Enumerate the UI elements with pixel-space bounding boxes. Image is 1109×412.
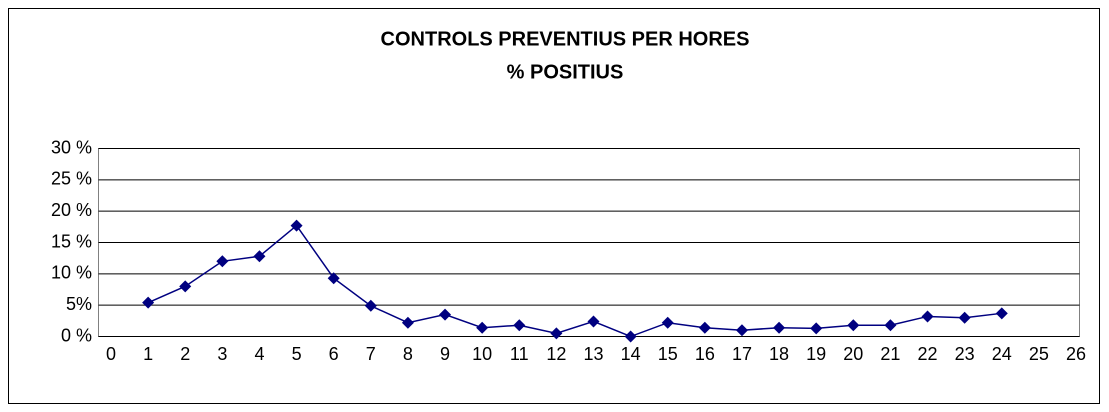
chart-title: CONTROLS PREVENTIUS PER HORES [381,28,750,50]
x-tick-label: 21 [880,344,900,364]
point-marker [661,316,674,329]
x-tick-label: 25 [1029,344,1049,364]
point-marker [810,322,823,335]
x-tick-label: 4 [254,344,264,364]
x-tick-label: 20 [843,344,863,364]
x-tick-label: 19 [806,344,826,364]
point-marker [142,296,155,309]
x-tick-label: 13 [583,344,603,364]
point-marker [773,321,786,334]
point-marker [179,280,192,293]
x-tick-label: 9 [440,344,450,364]
y-tick-label: 30 % [51,137,92,157]
x-tick-label: 22 [918,344,938,364]
x-tick-label: 10 [472,344,492,364]
point-marker [550,327,563,340]
x-tick-label: 12 [546,344,566,364]
x-tick-label: 3 [217,344,227,364]
point-marker [847,319,860,332]
x-tick-label: 23 [955,344,975,364]
point-marker [735,324,748,337]
x-tick-label: 18 [769,344,789,364]
x-tick-label: 15 [658,344,678,364]
x-tick-label: 1 [143,344,153,364]
x-tick-label: 24 [992,344,1012,364]
x-tick-label: 16 [695,344,715,364]
y-tick-label: 5% [66,294,92,314]
y-tick-label: 0 % [61,325,92,345]
x-tick-label: 17 [732,344,752,364]
x-tick-label: 11 [510,344,529,364]
y-tick-label: 10 % [51,263,92,283]
point-marker [921,310,934,323]
point-marker [958,311,971,324]
x-tick-label: 14 [621,344,641,364]
y-tick-label: 15 % [51,231,92,251]
point-marker [587,315,600,328]
point-marker [884,319,897,332]
point-marker [253,250,266,263]
x-tick-label: 0 [106,344,116,364]
point-marker [995,307,1008,320]
point-marker [698,321,711,334]
x-tick-label: 6 [329,344,339,364]
point-marker [216,255,229,268]
y-tick-label: 20 % [51,200,92,220]
point-marker [513,319,526,332]
chart-subtitle: % POSITIUS [507,61,624,83]
x-tick-label: 2 [180,344,190,364]
point-marker [476,321,489,334]
x-tick-label: 5 [292,344,302,364]
point-marker [439,308,452,321]
point-marker [327,272,340,285]
series-line [147,224,1002,338]
x-tick-label: 26 [1066,344,1086,364]
x-tick-label: 8 [403,344,413,364]
point-marker [624,330,637,343]
point-marker [290,219,303,232]
point-marker [401,316,414,329]
point-marker [364,299,377,312]
y-tick-label: 25 % [51,169,92,189]
x-tick-label: 7 [366,344,376,364]
